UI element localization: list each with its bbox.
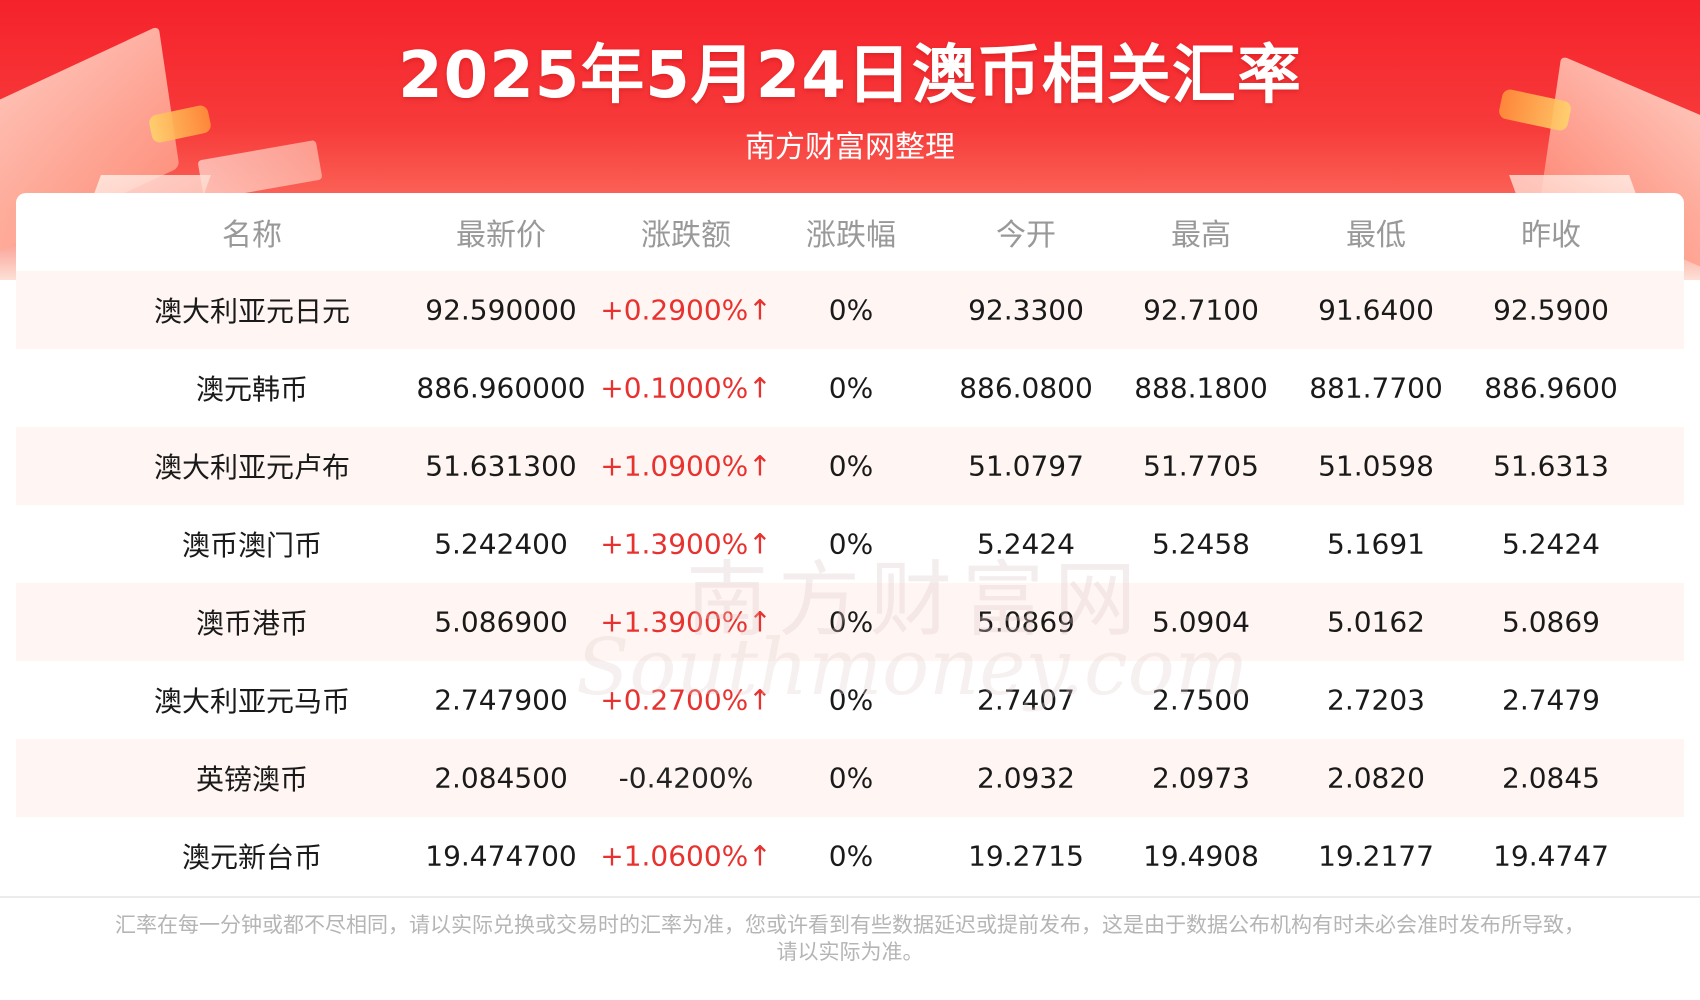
cell-change: +0.2900%↑	[600, 293, 772, 327]
column-header-high: 最高	[1171, 218, 1231, 253]
cell-pct: 0%	[828, 605, 874, 639]
cell-open: 2.7407	[977, 683, 1075, 717]
table-row: 澳元新台币 19.474700 +1.0600%↑ 0% 19.2715 19.4908 1…	[16, 817, 1684, 895]
cell-name: 澳大利亚元马币	[153, 685, 350, 718]
cell-pct: 0%	[828, 683, 874, 717]
cell-latest: 51.631300	[425, 449, 577, 483]
cell-name: 澳元韩币	[195, 373, 308, 406]
column-header-open: 今开	[996, 218, 1056, 253]
page-subtitle: 南方财富网整理	[745, 130, 955, 165]
cell-high: 5.2458	[1152, 527, 1250, 561]
cell-latest: 886.960000	[416, 371, 586, 405]
cell-pct: 0%	[828, 449, 874, 483]
cell-prev: 2.7479	[1502, 683, 1600, 717]
rates-table: 名称 最新价 涨跌额 涨跌幅 今开 最高 最低 昨收 澳大利亚元日元 92.590…	[16, 193, 1684, 897]
cell-high: 5.0904	[1152, 605, 1250, 639]
cell-change: +0.2700%↑	[600, 683, 772, 717]
cell-open: 886.0800	[959, 371, 1093, 405]
cell-high: 51.7705	[1143, 449, 1259, 483]
cell-low: 91.6400	[1318, 293, 1434, 327]
column-header-latest: 最新价	[456, 218, 546, 253]
cell-prev: 92.5900	[1493, 293, 1609, 327]
cell-low: 5.1691	[1327, 527, 1425, 561]
cell-pct: 0%	[828, 371, 874, 405]
cell-name: 澳大利亚元卢布	[153, 451, 350, 484]
cell-latest: 5.086900	[434, 605, 568, 639]
cell-change: +1.3900%↑	[600, 527, 772, 561]
cell-latest: 19.474700	[425, 839, 577, 873]
cell-name: 澳元新台币	[181, 841, 322, 874]
page-title: 2025年5月24日澳币相关汇率	[398, 39, 1302, 113]
cell-pct: 0%	[828, 293, 874, 327]
table-row: 澳大利亚元日元 92.590000 +0.2900%↑ 0% 92.3300 92.710…	[16, 271, 1684, 349]
cell-change: +1.0900%↑	[600, 449, 772, 483]
cell-pct: 0%	[828, 761, 874, 795]
table-row: 澳大利亚元马币 2.747900 +0.2700%↑ 0% 2.7407 2.7500 2.…	[16, 661, 1684, 739]
cell-prev: 19.4747	[1493, 839, 1609, 873]
cell-open: 5.2424	[977, 527, 1075, 561]
cell-prev: 2.0845	[1502, 761, 1600, 795]
cell-name: 澳币港币	[195, 607, 308, 640]
table-row: 澳大利亚元卢布 51.631300 +1.0900%↑ 0% 51.0797 51.770…	[16, 427, 1684, 505]
cell-open: 5.0869	[977, 605, 1075, 639]
cell-low: 5.0162	[1327, 605, 1425, 639]
column-header-name: 名称	[222, 218, 282, 253]
cell-high: 888.1800	[1134, 371, 1268, 405]
footnote: 汇率在每一分钟或都不尽相同，请以实际兑换或交易时的汇率为准，您或许看到有些数据延…	[70, 912, 1630, 966]
table-header: 名称 最新价 涨跌额 涨跌幅 今开 最高 最低 昨收	[16, 193, 1684, 271]
cell-high: 19.4908	[1143, 839, 1259, 873]
divider	[0, 896, 1700, 898]
column-header-change: 涨跌额	[641, 218, 731, 253]
table-row: 澳元韩币 886.960000 +0.1000%↑ 0% 886.0800 888.180…	[16, 349, 1684, 427]
footnote-line-2: 请以实际为准。	[776, 940, 924, 964]
cell-change: +0.1000%↑	[600, 371, 772, 405]
cell-high: 92.7100	[1143, 293, 1259, 327]
cell-pct: 0%	[828, 839, 874, 873]
cell-low: 51.0598	[1318, 449, 1434, 483]
cell-low: 881.7700	[1309, 371, 1443, 405]
cell-pct: 0%	[828, 527, 874, 561]
cell-prev: 5.0869	[1502, 605, 1600, 639]
cell-change: +1.3900%↑	[600, 605, 772, 639]
cell-latest: 5.242400	[434, 527, 568, 561]
cell-latest: 2.747900	[434, 683, 568, 717]
cell-latest: 92.590000	[425, 293, 577, 327]
cell-open: 51.0797	[968, 449, 1084, 483]
cell-change: +1.0600%↑	[600, 839, 772, 873]
footnote-line-1: 汇率在每一分钟或都不尽相同，请以实际兑换或交易时的汇率为准，您或许看到有些数据延…	[115, 913, 1585, 937]
cell-name: 英镑澳币	[195, 763, 308, 796]
cell-prev: 51.6313	[1493, 449, 1609, 483]
cell-latest: 2.084500	[434, 761, 568, 795]
cell-name: 澳大利亚元日元	[153, 295, 350, 328]
table-row: 澳币澳门币 5.242400 +1.3900%↑ 0% 5.2424 5.2458 5.16…	[16, 505, 1684, 583]
cell-low: 2.0820	[1327, 761, 1425, 795]
table-row: 澳币港币 5.086900 +1.3900%↑ 0% 5.0869 5.0904 5.016…	[16, 583, 1684, 661]
column-header-pct: 涨跌幅	[806, 218, 896, 253]
cell-high: 2.7500	[1152, 683, 1250, 717]
cell-open: 92.3300	[968, 293, 1084, 327]
column-header-prev: 昨收	[1521, 218, 1581, 253]
cell-open: 19.2715	[968, 839, 1084, 873]
cell-high: 2.0973	[1152, 761, 1250, 795]
cell-open: 2.0932	[977, 761, 1075, 795]
column-header-low: 最低	[1346, 218, 1406, 253]
cell-name: 澳币澳门币	[181, 529, 322, 562]
cell-prev: 886.9600	[1484, 371, 1618, 405]
table-row: 英镑澳币 2.084500 -0.4200% 0% 2.0932 2.0973 2.0820…	[16, 739, 1684, 817]
cell-change: -0.4200%	[618, 761, 754, 795]
cell-low: 2.7203	[1327, 683, 1425, 717]
cell-prev: 5.2424	[1502, 527, 1600, 561]
cell-low: 19.2177	[1318, 839, 1434, 873]
